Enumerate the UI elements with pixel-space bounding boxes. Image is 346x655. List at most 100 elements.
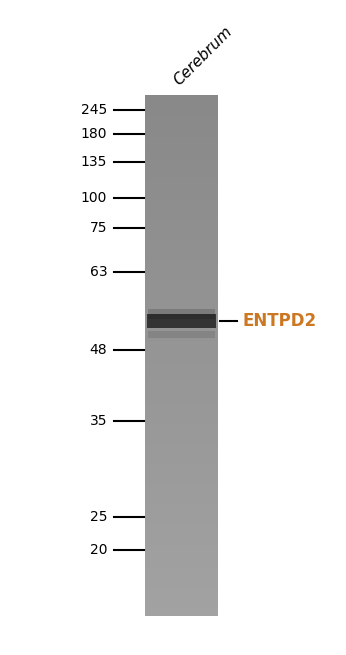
Bar (145, 365, 218, 367)
Bar (145, 497, 218, 498)
Text: 20: 20 (90, 543, 107, 557)
Bar (145, 371, 218, 373)
Bar (145, 117, 218, 119)
Bar (145, 245, 218, 247)
Bar (145, 552, 218, 554)
Bar (145, 428, 218, 430)
Text: 75: 75 (90, 221, 107, 235)
Bar (145, 143, 218, 145)
Bar (145, 373, 218, 375)
Bar (145, 287, 218, 288)
Bar (145, 167, 218, 168)
Bar (145, 480, 218, 482)
Bar (145, 99, 218, 101)
Bar (145, 526, 218, 528)
Bar (145, 130, 218, 132)
Bar (145, 149, 218, 151)
Bar (145, 596, 218, 597)
Bar (145, 367, 218, 369)
Bar (145, 406, 218, 408)
Bar (145, 236, 218, 238)
Bar (145, 473, 218, 475)
Bar (145, 243, 218, 244)
Bar (145, 136, 218, 138)
Bar (145, 219, 218, 221)
Bar (145, 222, 218, 224)
Bar (145, 109, 218, 110)
Bar (145, 584, 218, 586)
Bar (145, 122, 218, 124)
Bar (145, 515, 218, 517)
Bar (145, 234, 218, 236)
Bar (145, 183, 218, 184)
Bar (145, 236, 218, 237)
Bar (145, 602, 218, 604)
Bar (145, 242, 218, 244)
Bar (145, 183, 218, 185)
Bar (145, 438, 218, 440)
Bar (145, 415, 218, 417)
Bar (145, 515, 218, 516)
Bar (145, 352, 218, 354)
Bar (145, 536, 218, 538)
Bar (145, 551, 218, 553)
Bar (145, 517, 218, 519)
Bar (145, 419, 218, 421)
Bar (145, 253, 218, 255)
Bar (145, 436, 218, 438)
Bar (145, 402, 218, 404)
Bar (145, 162, 218, 164)
Bar (145, 531, 218, 533)
Bar (145, 453, 218, 455)
Bar (145, 388, 218, 390)
Bar (145, 123, 218, 125)
Bar (145, 432, 218, 433)
Bar (145, 244, 218, 246)
Bar (145, 543, 218, 544)
Bar (145, 449, 218, 451)
Bar (145, 276, 218, 278)
Bar (145, 364, 218, 365)
Bar (145, 563, 218, 565)
Bar (145, 358, 218, 359)
Bar (145, 188, 218, 189)
Text: 100: 100 (81, 191, 107, 205)
Bar (145, 325, 218, 327)
Bar (145, 213, 218, 214)
Bar (145, 314, 218, 316)
Bar (145, 434, 218, 435)
Bar (145, 519, 218, 521)
Bar (145, 196, 218, 198)
Bar (145, 299, 218, 301)
Bar (145, 201, 218, 203)
Bar (145, 363, 218, 364)
Bar (145, 116, 218, 117)
Text: 245: 245 (81, 103, 107, 117)
Bar (145, 467, 218, 468)
Bar (145, 120, 218, 122)
Bar (145, 542, 218, 544)
Bar (145, 399, 218, 401)
Bar (145, 113, 218, 115)
Bar (145, 246, 218, 248)
Bar (145, 279, 218, 281)
Bar (145, 354, 218, 356)
Bar (145, 614, 218, 616)
Bar (145, 208, 218, 210)
Bar (145, 144, 218, 145)
Bar (145, 333, 218, 335)
Bar (145, 270, 218, 272)
Bar (145, 457, 218, 459)
Bar (145, 323, 218, 325)
Bar (145, 220, 218, 221)
Bar (145, 277, 218, 279)
Bar (145, 305, 218, 307)
Bar (145, 413, 218, 415)
Bar (145, 215, 218, 217)
Bar (145, 192, 218, 193)
Bar (145, 598, 218, 600)
Bar (145, 409, 218, 411)
Bar (145, 269, 218, 271)
Bar (145, 574, 218, 576)
Bar (145, 392, 218, 394)
